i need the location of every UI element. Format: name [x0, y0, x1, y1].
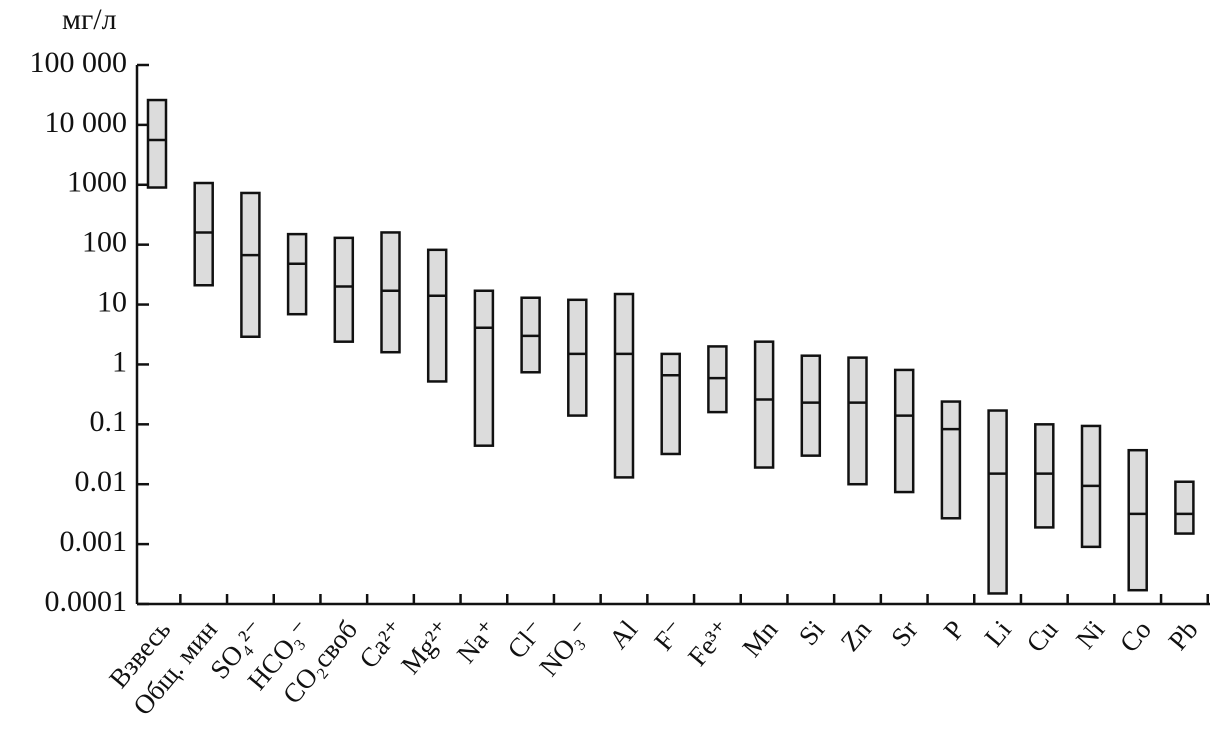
range-box — [193, 181, 214, 287]
y-tick-label: 0.01 — [75, 465, 128, 498]
range-box — [753, 340, 775, 469]
range-box — [567, 298, 588, 417]
y-tick-label: 1 — [112, 345, 127, 378]
range-box — [940, 400, 962, 520]
y-tick-label: 10 000 — [45, 106, 128, 139]
y-axis-label: мг/л — [62, 3, 117, 36]
range-box — [987, 409, 1008, 595]
x-tick-label: NO₃⁻ — [533, 615, 596, 682]
x-tick-label: Pb — [1162, 615, 1203, 656]
y-tick-label: 0.1 — [90, 405, 128, 438]
x-tick-label: Na⁺ — [451, 615, 503, 669]
range-box — [240, 191, 261, 339]
y-tick-label: 0.0001 — [45, 585, 128, 618]
x-tick-label: Al — [603, 615, 643, 655]
x-tick-label: Fe³⁺ — [682, 615, 737, 672]
y-tick-label: 100 — [82, 226, 127, 259]
range-box — [1127, 448, 1148, 592]
x-tick-label: Mn — [736, 614, 783, 662]
range-box — [847, 356, 868, 486]
range-box — [613, 292, 635, 479]
y-tick-label: 100 000 — [30, 46, 128, 79]
x-tick-label: Sr — [885, 615, 923, 653]
y-tick-label: 10 — [97, 285, 127, 318]
x-tick-label: Si — [793, 615, 830, 652]
x-tick-label: Li — [979, 615, 1017, 653]
x-tick-label: Zn — [835, 614, 878, 657]
x-tick-label: P — [938, 615, 971, 646]
y-tick-label: 0.001 — [60, 525, 128, 558]
range-box — [660, 352, 681, 456]
range-box — [893, 368, 915, 494]
range-box — [426, 248, 448, 383]
x-tick-label: Co — [1114, 615, 1157, 658]
range-box — [473, 289, 495, 447]
x-tick-label: Ni — [1070, 615, 1110, 655]
range-box — [800, 354, 822, 457]
x-tick-label: Cu — [1020, 614, 1064, 658]
x-tick-label: Mg²⁺ — [395, 615, 456, 680]
range-box — [146, 98, 168, 189]
range-box — [380, 231, 401, 354]
range-box — [333, 236, 355, 343]
y-tick-label: 1000 — [67, 166, 127, 199]
range-box — [286, 232, 308, 316]
range-box — [1174, 480, 1195, 535]
range-box — [1034, 423, 1055, 529]
